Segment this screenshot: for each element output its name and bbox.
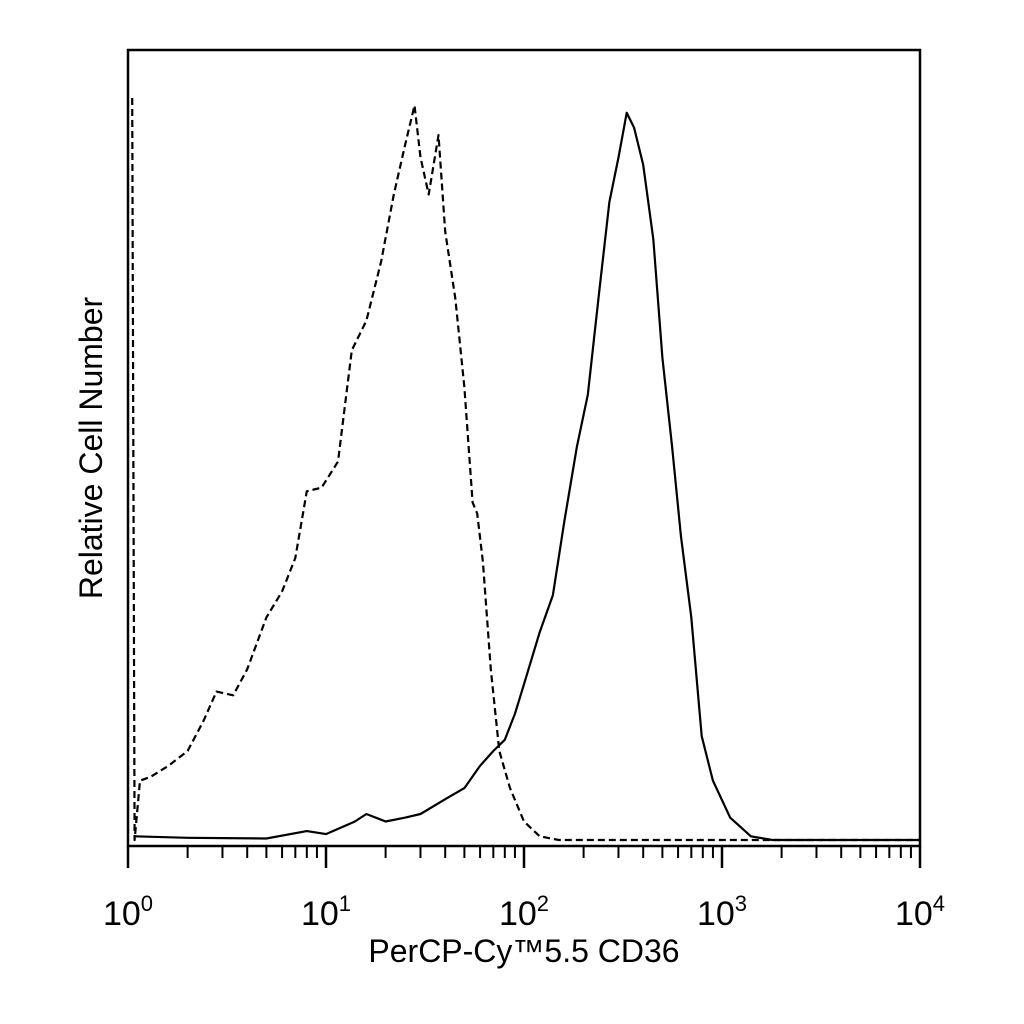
x-axis-major-ticks (126, 846, 922, 868)
x-tick-label-1: 101 (301, 891, 351, 933)
x-tick-label-2: 102 (499, 891, 549, 933)
series-layer (131, 97, 920, 842)
series-solid-curve (134, 111, 920, 842)
x-axis-minor-ticks (186, 846, 912, 858)
x-axis-title: PerCP-Cy™5.5 CD36 (368, 933, 679, 969)
y-axis-title: Relative Cell Number (73, 296, 109, 599)
x-tick-label-0: 100 (103, 891, 153, 933)
x-tick-label-3: 103 (697, 891, 747, 933)
series-dashed-curve (131, 97, 920, 842)
plot-frame (126, 48, 922, 848)
x-tick-label-4: 104 (895, 891, 945, 933)
x-axis-tick-labels: 100 101 102 103 104 (103, 891, 945, 933)
